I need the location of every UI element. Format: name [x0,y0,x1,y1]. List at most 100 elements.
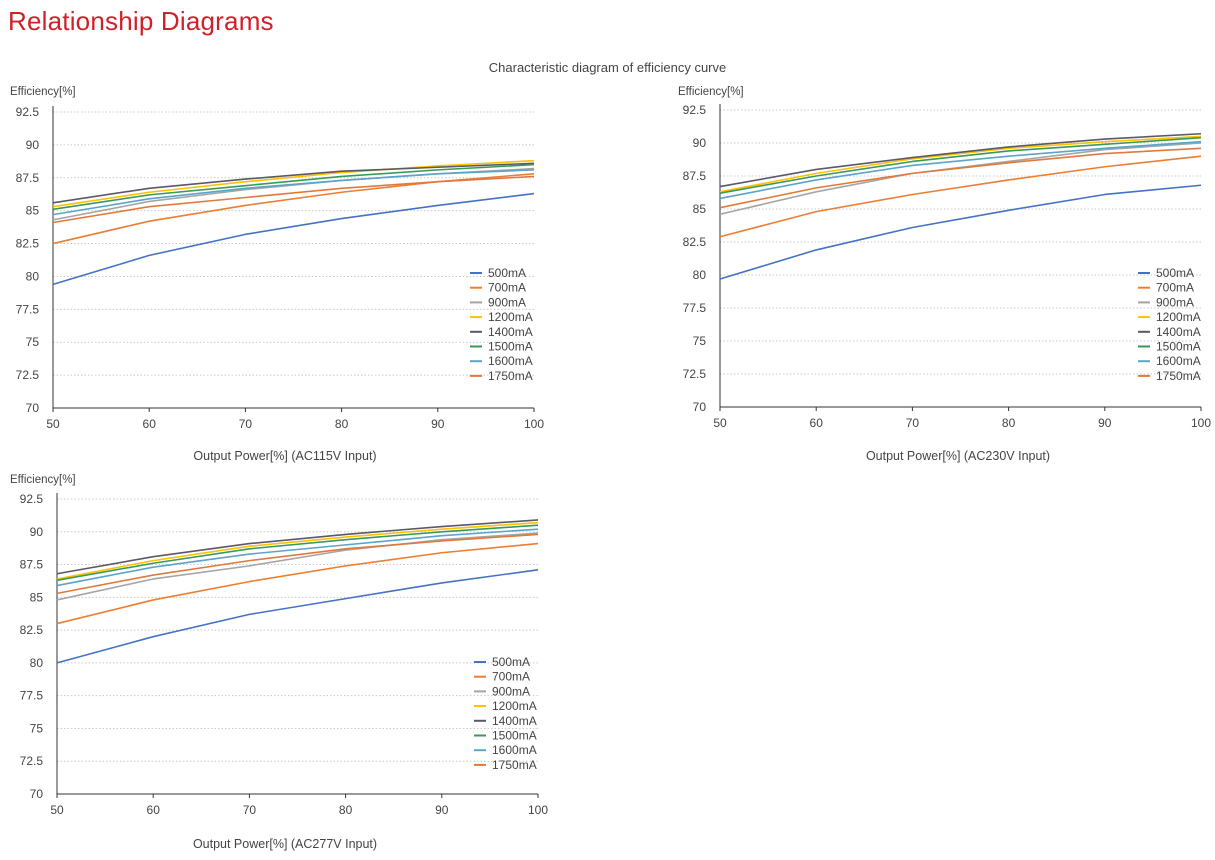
legend-label-1600mA: 1600mA [492,743,537,757]
y-tick-label: 75 [693,334,707,348]
legend-label-1750mA: 1750mA [488,369,533,383]
y-tick-label: 72.5 [683,367,707,381]
x-tick-label: 100 [524,417,544,431]
series-line-1400mA [719,132,1202,188]
y-tick-label: 85 [26,204,40,218]
series-line-500mA [52,192,535,286]
legend-label-700mA: 700mA [1156,281,1194,295]
y-tick-label: 82.5 [20,623,44,637]
x-tick-label: 100 [1191,416,1211,430]
y-tick-label: 87.5 [683,169,707,183]
x-tick-label: 60 [143,417,157,431]
legend-label-1400mA: 1400mA [492,714,537,728]
y-tick-label: 90 [30,525,44,539]
x-tick-label: 80 [339,803,353,817]
y-tick-label: 87.5 [16,171,40,185]
x-axis-label: Output Power[%] (AC230V Input) [866,449,1050,463]
y-tick-label: 72.5 [20,754,44,768]
series-line-1500mA [719,136,1202,194]
y-tick-label: 82.5 [16,237,40,251]
y-tick-label: 80 [26,269,40,283]
y-tick-label: 80 [693,268,707,282]
series-line-1400mA [52,162,535,204]
legend-label-500mA: 500mA [488,266,526,280]
y-tick-label: 75 [30,721,44,735]
y-tick-label: 70 [30,787,44,801]
legend-label-1600mA: 1600mA [1156,354,1201,368]
y-tick-label: 70 [693,400,707,414]
x-tick-label: 70 [243,803,257,817]
x-axis-label: Output Power[%] (AC277V Input) [193,837,377,851]
efficiency-chart-ac230v: Efficiency[%] 70 72.5 75 77.5 80 82.5 85 87.5 90 9… [678,86,1211,463]
x-tick-label: 80 [1002,416,1016,430]
y-tick-label: 82.5 [683,235,707,249]
legend-label-900mA: 900mA [492,684,530,698]
y-tick-label: 92.5 [20,492,44,506]
x-tick-label: 80 [335,417,349,431]
legend-label-500mA: 500mA [1156,266,1194,280]
series-line-1400mA [56,519,539,575]
y-tick-label: 90 [26,138,40,152]
series-line-1600mA [719,140,1202,200]
y-tick-label: 85 [30,590,44,604]
series-line-1750mA [56,533,539,595]
x-tick-label: 70 [906,416,920,430]
series-line-1750mA [52,175,535,224]
y-tick-label: 72.5 [16,368,40,382]
series-line-1600mA [56,528,539,587]
legend-label-1400mA: 1400mA [1156,325,1201,339]
y-tick-label: 77.5 [20,689,44,703]
y-tick-label: 87.5 [20,558,44,572]
legend-label-1200mA: 1200mA [492,699,537,713]
legend-label-1500mA: 1500mA [488,340,533,354]
series-line-700mA [56,542,539,625]
legend-label-900mA: 900mA [1156,295,1194,309]
chart-heading: Characteristic diagram of efficiency cur… [488,60,727,75]
x-tick-label: 60 [147,803,161,817]
series-line-500mA [719,184,1202,280]
legend-label-700mA: 700mA [488,281,526,295]
legend-label-900mA: 900mA [488,295,526,309]
series-line-700mA [719,155,1202,238]
series-line-1200mA [719,135,1202,193]
series-line-500mA [56,569,539,664]
legend-label-500mA: 500mA [492,655,530,669]
page-title: Relationship Diagrams [8,6,274,36]
legend-label-1200mA: 1200mA [1156,310,1201,324]
legend-label-1500mA: 1500mA [1156,340,1201,354]
series-line-1500mA [56,524,539,582]
x-tick-label: 90 [435,803,449,817]
series-line-1750mA [719,147,1202,209]
efficiency-chart-ac277v: Efficiency[%] 70 72.5 75 77.5 80 82.5 85 87.5 90 9… [10,474,548,851]
x-tick-label: 50 [46,417,60,431]
series-line-900mA [52,167,535,221]
legend-label-700mA: 700mA [492,670,530,684]
x-tick-label: 90 [431,417,445,431]
y-axis-label: Efficiency[%] [10,86,76,98]
legend-label-1600mA: 1600mA [488,354,533,368]
y-tick-label: 77.5 [16,302,40,316]
x-tick-label: 70 [239,417,253,431]
y-tick-label: 77.5 [683,301,707,315]
series-line-1500mA [52,163,535,211]
y-tick-label: 90 [693,136,707,150]
x-tick-label: 50 [50,803,64,817]
series-line-1600mA [52,169,535,216]
series-line-1200mA [56,521,539,580]
y-tick-label: 85 [693,202,707,216]
efficiency-chart-ac115v: Efficiency[%] 70 72.5 75 77.5 80 82.5 85 87.5 90 9… [10,86,544,463]
y-tick-label: 92.5 [16,105,40,119]
y-axis-label: Efficiency[%] [10,474,76,486]
y-tick-label: 70 [26,401,40,415]
legend-label-1750mA: 1750mA [492,758,537,772]
x-tick-label: 60 [810,416,824,430]
legend-label-1500mA: 1500mA [492,729,537,743]
y-axis-label: Efficiency[%] [678,86,744,98]
legend-label-1200mA: 1200mA [488,310,533,324]
y-tick-label: 92.5 [683,103,707,117]
series-line-900mA [56,532,539,601]
legend-label-1400mA: 1400mA [488,325,533,339]
x-tick-label: 90 [1098,416,1112,430]
legend-label-1750mA: 1750mA [1156,369,1201,383]
x-axis-label: Output Power[%] (AC115V Input) [193,449,376,463]
